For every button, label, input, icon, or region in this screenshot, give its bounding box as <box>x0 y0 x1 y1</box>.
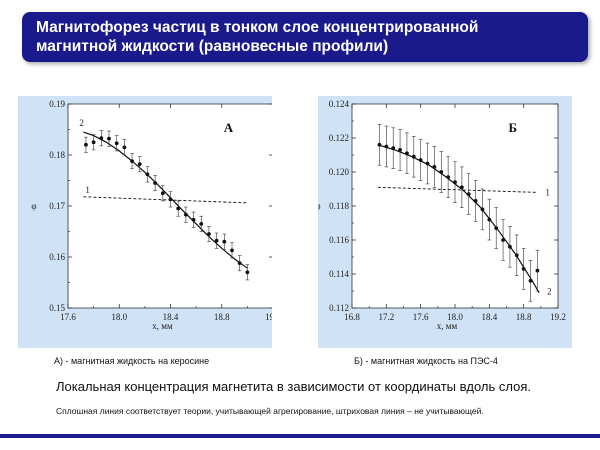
data-point <box>222 239 227 244</box>
chart-panel-a: 17.6 18.0 18.4 18.8 19.2 0.15 0.16 0.17 0.18 0.19… <box>18 96 272 348</box>
plot-area <box>351 103 559 309</box>
data-point <box>122 145 127 150</box>
theory-curve-1 <box>83 196 248 204</box>
data-point <box>418 158 423 162</box>
data-point <box>480 207 485 212</box>
y-axis-label: φ <box>318 201 321 211</box>
series-label-2: 2 <box>547 287 552 297</box>
y-tick-label: 0.18 <box>49 150 65 160</box>
data-point <box>168 197 173 202</box>
data-point <box>214 238 219 243</box>
x-axis-label: x, мм <box>437 321 458 331</box>
x-tick-label: 17.6 <box>413 312 429 322</box>
data-point <box>391 146 396 151</box>
x-tick-label: 18.4 <box>163 312 179 322</box>
data-point <box>137 162 142 167</box>
y-tick-label: 0.112 <box>329 303 349 313</box>
data-point <box>245 270 250 275</box>
series-label-1: 1 <box>85 185 90 195</box>
x-tick-label: 19.2 <box>550 312 566 322</box>
theory-curve-1 <box>377 186 538 193</box>
y-tick-label: 0.15 <box>49 303 65 313</box>
data-point <box>439 170 444 174</box>
data-point <box>466 192 471 196</box>
panel-letter: Б <box>509 120 518 135</box>
plot-area <box>67 103 272 309</box>
caption-b: Б) - магнитная жидкость на ПЭС-4 <box>354 356 498 366</box>
legend-note: Сплошная линия соответствует теории, учи… <box>56 406 484 416</box>
caption-a: А) - магнитная жидкость на керосине <box>54 356 210 366</box>
data-point <box>191 217 196 222</box>
data-point <box>508 244 512 249</box>
data-point <box>107 136 111 141</box>
x-tick-label: 17.2 <box>378 312 394 322</box>
data-point <box>384 144 389 149</box>
data-point <box>230 248 234 253</box>
data-point <box>176 206 181 211</box>
data-point <box>199 221 204 226</box>
data-point <box>130 159 134 164</box>
y-tick-label: 0.124 <box>329 99 350 109</box>
data-point <box>487 217 492 222</box>
title-line-1: Магнитофорез частиц в тонком слое концен… <box>36 19 479 36</box>
data-point <box>528 278 533 283</box>
series-label-2: 2 <box>79 118 84 128</box>
x-tick-label: 18.4 <box>481 312 497 322</box>
x-tick-label: 18.0 <box>447 312 463 322</box>
data-point <box>494 226 499 231</box>
y-tick-label: 0.17 <box>49 201 65 211</box>
data-point <box>514 253 519 258</box>
chart-b: 16.8 17.2 17.6 18.0 18.4 18.8 19.2 0.112 0.114 0.… <box>318 99 566 331</box>
y-tick-label: 0.19 <box>49 99 65 109</box>
data-point <box>425 161 430 166</box>
y-tick-label: 0.16 <box>49 252 65 262</box>
data-point <box>99 136 104 141</box>
data-point <box>84 142 88 147</box>
x-tick-label: 18.8 <box>214 312 230 322</box>
x-axis-label: x, мм <box>152 321 173 331</box>
bottom-rule <box>0 434 600 438</box>
y-tick-label: 0.122 <box>329 133 349 143</box>
y-tick-label: 0.120 <box>329 167 350 177</box>
data-point <box>521 267 526 271</box>
data-point <box>535 268 540 273</box>
data-point <box>501 238 505 242</box>
panel-letter: А <box>224 120 234 135</box>
title-line-2: магнитной жидкости (равновесные профили) <box>36 38 389 55</box>
data-point <box>91 140 96 145</box>
theory-curve-2 <box>83 131 248 269</box>
data-point <box>153 181 158 185</box>
data-point <box>405 151 409 156</box>
title-banner: Магнитофорез частиц в тонком слое концен… <box>22 12 588 62</box>
chart-a: 17.6 18.0 18.4 18.8 19.2 0.15 0.16 0.17 0.18 0.19… <box>31 99 272 331</box>
data-point <box>473 199 478 203</box>
data-point <box>237 261 242 266</box>
data-point <box>377 142 382 147</box>
y-tick-label: 0.118 <box>329 201 349 211</box>
series-label-1: 1 <box>545 187 550 197</box>
data-point <box>160 191 165 196</box>
x-tick-label: 17.6 <box>60 312 76 322</box>
data-point <box>459 185 464 190</box>
y-tick-label: 0.116 <box>329 235 349 245</box>
data-point <box>145 172 150 177</box>
data-point <box>446 175 451 179</box>
x-tick-label: 19.2 <box>265 312 272 322</box>
data-point <box>411 154 416 159</box>
data-point <box>398 148 402 152</box>
x-tick-label: 18.0 <box>111 312 127 322</box>
x-tick-label: 18.8 <box>516 312 532 322</box>
data-point <box>183 212 188 217</box>
data-point <box>207 232 211 236</box>
x-tick-label: 16.8 <box>344 312 360 322</box>
page-title: Магнитофорез частиц в тонком слое концен… <box>36 18 478 56</box>
main-caption: Локальная концентрация магнетита в завис… <box>56 379 531 394</box>
data-point <box>114 141 119 146</box>
y-tick-label: 0.114 <box>329 269 349 279</box>
data-point <box>432 165 437 169</box>
y-axis-label: φ <box>31 201 36 211</box>
data-point <box>453 180 457 185</box>
chart-panel-b: 16.8 17.2 17.6 18.0 18.4 18.8 19.2 0.112 0.114 0.… <box>318 96 572 348</box>
